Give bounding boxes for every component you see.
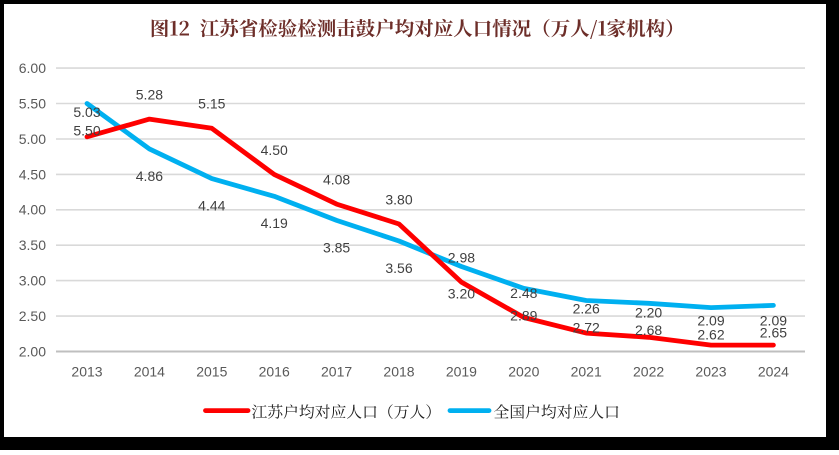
svg-text:5.50: 5.50 (19, 95, 46, 111)
svg-text:4.00: 4.00 (19, 202, 46, 218)
svg-text:2.00: 2.00 (19, 343, 46, 359)
svg-text:5.15: 5.15 (198, 96, 225, 112)
svg-text:2020: 2020 (508, 363, 539, 379)
svg-text:4.44: 4.44 (198, 198, 225, 214)
svg-text:4.08: 4.08 (323, 172, 350, 188)
svg-text:4.19: 4.19 (261, 215, 288, 231)
svg-text:2.62: 2.62 (697, 327, 724, 343)
svg-text:5.03: 5.03 (73, 104, 100, 120)
svg-text:2.68: 2.68 (635, 322, 662, 338)
svg-text:4.86: 4.86 (136, 168, 163, 184)
svg-text:2021: 2021 (571, 363, 602, 379)
svg-text:2016: 2016 (259, 363, 290, 379)
svg-text:3.80: 3.80 (385, 191, 412, 207)
svg-text:2013: 2013 (71, 363, 102, 379)
svg-text:2.50: 2.50 (19, 308, 46, 324)
svg-text:2.20: 2.20 (635, 305, 662, 321)
svg-text:2018: 2018 (383, 363, 414, 379)
svg-text:3.20: 3.20 (448, 285, 475, 301)
svg-text:2.09: 2.09 (697, 313, 724, 329)
svg-text:2.65: 2.65 (760, 324, 787, 340)
svg-text:3.00: 3.00 (19, 273, 46, 289)
svg-text:2014: 2014 (134, 363, 165, 379)
svg-text:2022: 2022 (633, 363, 664, 379)
svg-text:4.50: 4.50 (261, 142, 288, 158)
svg-text:2015: 2015 (196, 363, 227, 379)
svg-text:3.56: 3.56 (385, 260, 412, 276)
svg-text:2024: 2024 (758, 363, 789, 379)
svg-text:3.50: 3.50 (19, 237, 46, 253)
svg-text:5.28: 5.28 (136, 87, 163, 103)
svg-text:2.89: 2.89 (510, 307, 537, 323)
svg-text:4.50: 4.50 (19, 166, 46, 182)
svg-text:2.09: 2.09 (760, 313, 787, 329)
svg-text:3.85: 3.85 (323, 239, 350, 255)
svg-text:5.50: 5.50 (73, 122, 100, 138)
svg-text:2.98: 2.98 (448, 250, 475, 266)
svg-text:6.00: 6.00 (19, 60, 46, 76)
svg-text:2023: 2023 (695, 363, 726, 379)
svg-text:5.00: 5.00 (19, 131, 46, 147)
svg-text:2.72: 2.72 (573, 319, 600, 335)
svg-text:2019: 2019 (446, 363, 477, 379)
svg-text:2.26: 2.26 (573, 301, 600, 317)
svg-text:2017: 2017 (321, 363, 352, 379)
svg-text:2.48: 2.48 (510, 285, 537, 301)
